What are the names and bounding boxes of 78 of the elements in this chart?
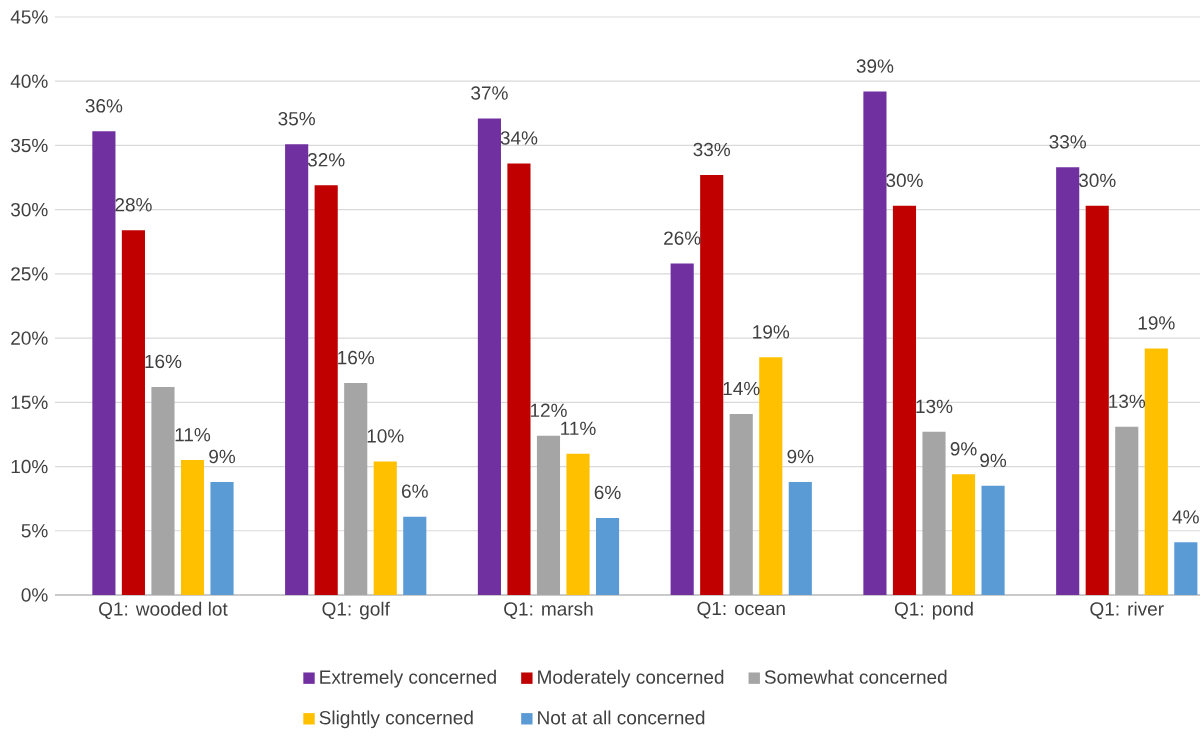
bar: [922, 431, 946, 595]
data-label: 9%: [209, 449, 236, 464]
bar: [863, 91, 887, 595]
data-label: 9%: [787, 449, 814, 464]
bar: [344, 383, 368, 595]
y-tick-label: 30%: [10, 202, 48, 217]
data-label: 13%: [916, 399, 953, 414]
x-tick-label: Q1: marsh: [504, 601, 593, 620]
bar: [403, 516, 427, 595]
data-label: 9%: [980, 453, 1007, 468]
data-label: 10%: [367, 429, 404, 443]
data-label: 35%: [278, 111, 315, 126]
data-label: 39%: [856, 59, 894, 73]
y-tick-label: 15%: [11, 395, 48, 410]
bar: [1056, 167, 1080, 595]
data-label: 13%: [1109, 394, 1146, 408]
bar: [759, 357, 783, 595]
bar: [121, 230, 145, 595]
data-label: 37%: [471, 86, 508, 100]
x-tick-label: Q1: wooded lot: [99, 601, 228, 620]
legend-label: Extremely concerned: [320, 669, 496, 688]
data-label: 36%: [85, 99, 123, 113]
legend-label: Not at all concerned: [538, 710, 705, 725]
data-label: 12%: [530, 403, 567, 417]
data-label: 11%: [175, 428, 211, 442]
y-tick-label: 10%: [11, 459, 48, 474]
x-tick-label: Q1: ocean: [697, 601, 785, 619]
bar: [1174, 542, 1198, 595]
data-label: 30%: [1078, 173, 1116, 188]
y-tick-label: 40%: [10, 74, 48, 88]
bar: [788, 481, 812, 595]
bar: [92, 131, 116, 595]
bar: [180, 460, 205, 595]
bar: [981, 485, 1005, 595]
bar: [566, 453, 590, 595]
bar: [951, 474, 976, 595]
bar: [670, 263, 694, 595]
bar: [892, 205, 917, 595]
data-label: 19%: [753, 325, 790, 339]
y-tick-label: 25%: [11, 267, 48, 281]
legend-label: Slightly concerned: [319, 710, 473, 729]
data-label: 16%: [145, 354, 182, 369]
bar: [700, 174, 724, 595]
data-label: 30%: [886, 173, 923, 188]
y-tick-label: 20%: [11, 331, 48, 345]
bar: [285, 144, 309, 595]
legend-label: Somewhat concerned: [764, 669, 947, 684]
bar: [373, 461, 397, 595]
data-label: 32%: [307, 153, 345, 167]
y-tick-label: 45%: [10, 10, 48, 24]
bar: [536, 435, 561, 595]
data-label: 4%: [1172, 510, 1199, 524]
bar: [1144, 348, 1168, 595]
bar: [507, 163, 531, 595]
y-tick-label: 35%: [10, 138, 48, 153]
bar: [1085, 205, 1109, 595]
data-label: 11%: [561, 421, 596, 435]
bar: [210, 481, 234, 595]
bar: [477, 118, 501, 595]
data-label: 33%: [1049, 135, 1087, 149]
bar: [1115, 426, 1139, 595]
x-tick-label: Q1: pond: [894, 601, 973, 620]
bar: [314, 185, 338, 595]
legend-label: Moderately concerned: [538, 669, 724, 688]
y-tick-label: 5%: [21, 524, 48, 538]
data-label: 6%: [594, 485, 621, 500]
x-tick-label: Q1: golf: [322, 601, 390, 620]
bar: [729, 413, 753, 595]
data-label: 28%: [115, 198, 152, 212]
data-label: 16%: [338, 350, 375, 365]
x-tick-label: Q1: river: [1090, 601, 1164, 620]
bar: [595, 517, 620, 595]
data-label: 6%: [402, 484, 428, 498]
data-label: 33%: [693, 142, 731, 157]
data-label: 19%: [1138, 316, 1175, 330]
data-label: 9%: [950, 442, 977, 456]
bar: [151, 386, 175, 595]
y-tick-label: 0%: [21, 588, 48, 602]
